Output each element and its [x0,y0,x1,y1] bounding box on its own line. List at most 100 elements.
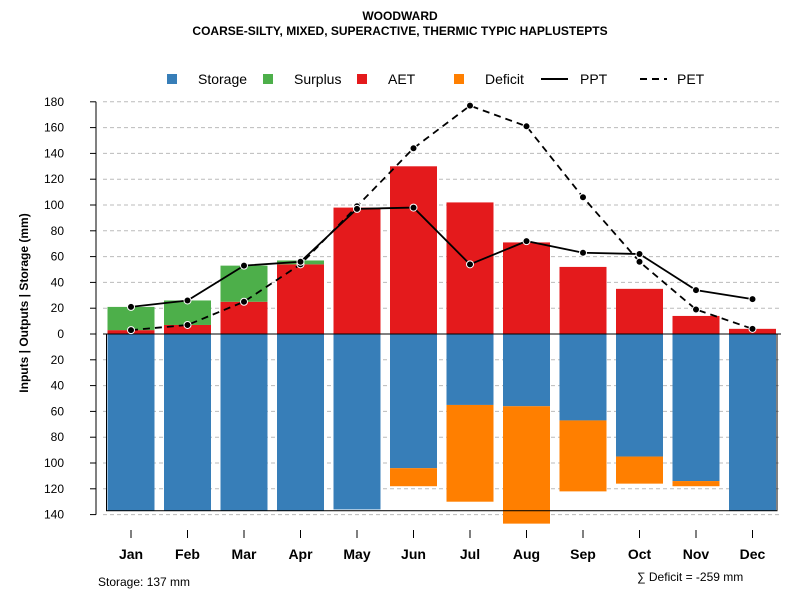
storage-bar [559,334,607,421]
legend-label: Deficit [485,71,524,87]
x-tick-label: Sep [570,546,596,562]
pet-point [522,122,531,131]
storage-bar [729,334,776,511]
y-tick-label: 60 [51,404,65,418]
y-tick-label: 40 [51,379,65,393]
deficit-bar [390,468,437,487]
legend-swatch [167,74,177,84]
deficit-bar [503,406,550,524]
x-tick-label: Apr [288,546,313,562]
y-tick-label: 120 [44,482,64,496]
y-tick-label: 20 [51,301,65,315]
storage-bar [503,334,550,407]
legend-label: AET [388,71,416,87]
ppt-point [579,248,587,257]
y-tick-label: 180 [44,95,64,109]
y-tick-label: 120 [44,172,64,186]
y-tick-label: 60 [51,250,65,264]
x-tick-label: Jun [401,546,426,562]
pet-point [183,320,192,329]
axis-layer: 180 160 140 120 100 80 60 40 20 0 20 40 60 80 100 120 14… [17,95,766,562]
legend: Storage Surplus AET Deficit PPT PET [167,71,705,87]
ppt-point [635,250,644,259]
grid-layer [103,101,781,516]
x-tick-label: Aug [513,546,540,562]
aet-bar [164,324,211,334]
aet-bar [333,207,381,334]
x-tick-label: Jan [119,546,143,562]
y-axis-label: Inputs | Outputs | Storage (mm) [17,213,31,392]
x-tick-label: Feb [175,546,200,562]
pet-point [240,297,248,306]
storage-bar [220,334,268,511]
legend-label: Surplus [294,71,341,87]
storage-bar [446,334,494,405]
ppt-point [240,261,248,270]
legend-label: Storage [198,71,247,87]
pet-point [409,144,418,153]
storage-bar [390,334,437,469]
legend-label: PPT [580,71,608,87]
aet-bar [503,242,550,334]
legend-swatch [357,74,367,84]
storage-label: Storage: 137 mm [98,575,191,589]
x-tick-label: Dec [740,546,766,562]
pet-point [635,257,644,266]
y-tick-label: 100 [44,456,64,470]
x-tick-label: Oct [628,546,652,562]
aet-bar [220,301,268,334]
storage-bar [164,334,211,511]
x-tick-label: May [343,546,370,562]
pet-point [466,101,474,110]
ppt-point [466,260,474,269]
x-tick-label: Nov [683,546,710,562]
ppt-point [522,237,531,246]
x-tick-label: Mar [232,546,257,562]
legend-label: PET [677,71,705,87]
surplus-bar [164,300,211,325]
legend-swatch [263,74,273,84]
deficit-total-label: ∑ Deficit = -259 mm [637,570,744,584]
ppt-point [409,203,418,212]
deficit-bar [616,456,663,484]
y-tick-label: 20 [51,353,65,367]
deficit-bar [446,404,494,502]
y-tick-label: 160 [44,121,64,135]
chart-title: WOODWARD [362,9,438,23]
storage-bar [672,334,720,482]
y-tick-label: 0 [57,327,64,341]
aet-bar [277,264,324,334]
ppt-point [296,257,305,266]
aet-bar [559,266,607,334]
ppt-line [130,206,753,308]
deficit-bar [559,420,607,492]
lines-layer [127,101,757,335]
legend-swatch [454,74,464,84]
x-tick-label: Jul [460,546,480,562]
y-tick-label: 80 [51,224,65,238]
storage-bar [616,334,663,457]
aet-bar [390,166,437,334]
storage-bar [333,334,381,510]
surplus-bar [107,306,155,331]
storage-bar [277,334,324,511]
aet-bar [672,315,720,334]
pet-point [748,324,757,333]
ppt-point [692,286,700,295]
y-tick-label: 40 [51,275,65,289]
y-tick-label: 100 [44,198,64,212]
ppt-point [127,302,135,311]
y-tick-label: 140 [44,146,64,160]
ppt-point [183,296,192,305]
y-tick-label: 140 [44,508,64,522]
aet-bar [616,288,663,334]
storage-bar [107,334,155,511]
bars-layer [103,166,781,524]
ppt-point [353,204,361,213]
deficit-bar [672,481,720,487]
y-tick-label: 80 [51,430,65,444]
chart-subtitle: COARSE-SILTY, MIXED, SUPERACTIVE, THERMI… [192,24,608,38]
pet-point [127,326,135,335]
pet-point [692,305,700,314]
